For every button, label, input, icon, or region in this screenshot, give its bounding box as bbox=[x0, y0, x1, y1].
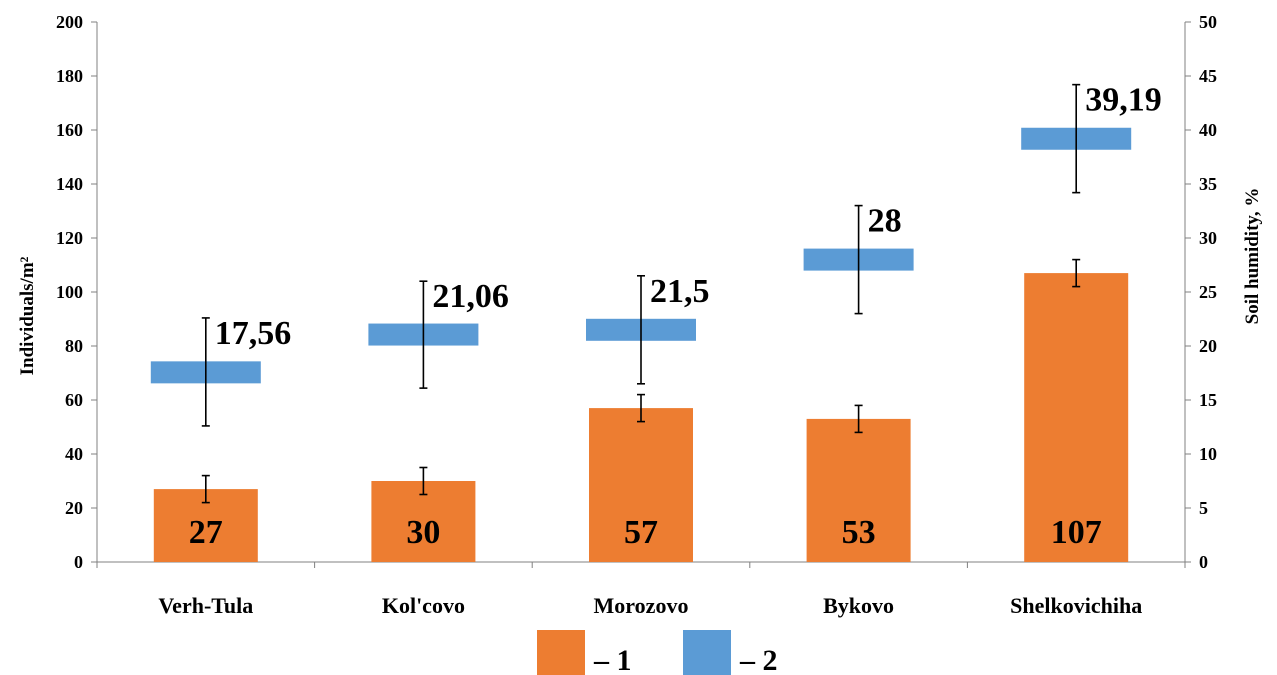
x-tick-label: Morozovo bbox=[594, 593, 689, 618]
y-tick-right-label: 10 bbox=[1199, 444, 1217, 464]
y-tick-left-label: 160 bbox=[56, 120, 83, 140]
legend: – 1 – 2 bbox=[537, 630, 778, 675]
axes: 0 20 40 60 80 100 120 140 160 180 200 0 5 10 15 20 25 30 3… bbox=[56, 12, 1217, 618]
bar-data-label: 27 bbox=[189, 514, 223, 551]
bar-data-label: 53 bbox=[842, 514, 876, 551]
bar-data-label: 57 bbox=[624, 514, 658, 551]
y-tick-right-label: 30 bbox=[1199, 228, 1217, 248]
marker-data-label: 21,5 bbox=[650, 273, 710, 310]
legend-swatch-1 bbox=[537, 630, 585, 675]
bar bbox=[589, 408, 693, 562]
marker-data-label: 17,56 bbox=[215, 315, 291, 352]
marker-data-label: 21,06 bbox=[432, 278, 509, 315]
bar-data-label: 30 bbox=[406, 514, 440, 551]
bar bbox=[1024, 273, 1129, 562]
x-tick-label: Shelkovichiha bbox=[1010, 593, 1142, 618]
x-tick-label: Bykovo bbox=[823, 593, 894, 618]
y-axis-right-title: Soil humidity, % bbox=[1242, 188, 1263, 325]
x-tick-label: Kol'covo bbox=[382, 593, 465, 618]
y-tick-right-label: 20 bbox=[1199, 336, 1217, 356]
y-tick-right-label: 0 bbox=[1199, 552, 1208, 572]
y-tick-right-label: 5 bbox=[1199, 498, 1208, 518]
x-tick-label: Verh-Tula bbox=[158, 593, 253, 618]
y-tick-left-label: 0 bbox=[74, 552, 83, 572]
marker-data-label: 39,19 bbox=[1085, 82, 1162, 119]
y-tick-left-label: 40 bbox=[65, 444, 83, 464]
y-tick-left-label: 60 bbox=[65, 390, 83, 410]
bar-data-label: 107 bbox=[1051, 514, 1102, 551]
y-tick-left-label: 80 bbox=[65, 336, 83, 356]
y-tick-right-label: 45 bbox=[1199, 66, 1217, 86]
marker-data-label: 28 bbox=[868, 203, 902, 240]
y-tick-right-label: 15 bbox=[1199, 390, 1217, 410]
bar bbox=[806, 418, 911, 562]
marker-series: 17,56 21,06 21,5 28 39,19 bbox=[150, 82, 1162, 427]
y-tick-right-label: 25 bbox=[1199, 282, 1217, 302]
y-tick-left-label: 200 bbox=[56, 12, 83, 32]
y-tick-right-label: 40 bbox=[1199, 120, 1217, 140]
y-tick-left-label: 20 bbox=[65, 498, 83, 518]
y-tick-left-label: 180 bbox=[56, 66, 83, 86]
bar-series: 27 30 57 53 107 bbox=[153, 258, 1129, 562]
legend-swatch-2 bbox=[683, 630, 731, 675]
y-tick-left-label: 120 bbox=[56, 228, 83, 248]
legend-label-1: – 1 bbox=[593, 644, 632, 675]
y-tick-left-label: 140 bbox=[56, 174, 83, 194]
y-tick-right-label: 50 bbox=[1199, 12, 1217, 32]
legend-label-2: – 2 bbox=[739, 644, 778, 675]
y-axis-left-title: Individuals/m² bbox=[17, 256, 38, 375]
y-tick-right-label: 35 bbox=[1199, 174, 1217, 194]
y-tick-left-label: 100 bbox=[56, 282, 83, 302]
